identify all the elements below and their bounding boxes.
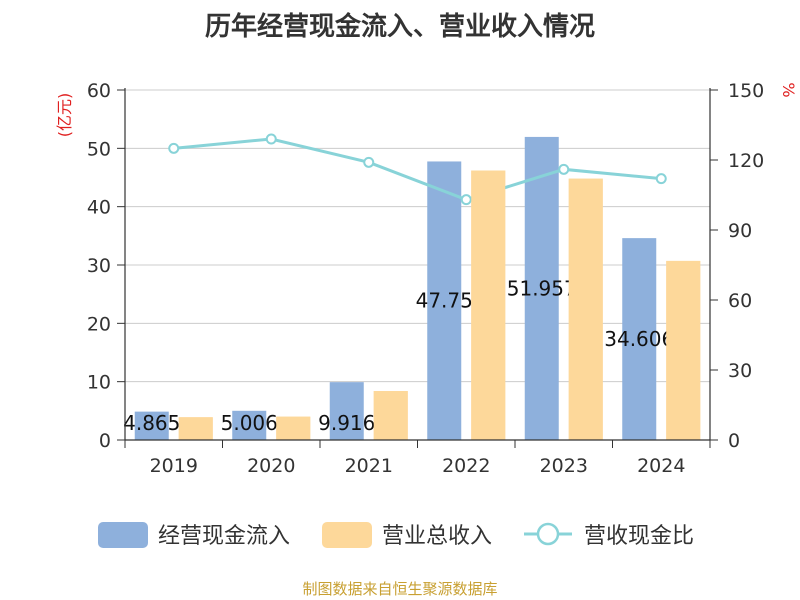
left-tick-label: 50 — [87, 138, 111, 160]
bar-total-revenue-overlay — [666, 260, 701, 440]
data-label-cash-inflow: 4.865 — [123, 411, 180, 435]
left-tick-label: 10 — [87, 372, 111, 394]
bar-cash-inflow — [232, 410, 267, 440]
axes: 0 10 20 30 40 50 60 0 30 60 90 120 150 (亿元)% 2019 2020 2… — [55, 80, 798, 477]
bar-total-revenue-overlay — [568, 178, 603, 440]
left-tick-label: 0 — [99, 430, 111, 452]
bar-cash-inflow — [622, 238, 657, 440]
data-label-cash-inflow: 47.75 — [416, 289, 473, 313]
ratio-line-path — [173, 137, 662, 202]
data-label-cash-inflow: 34.606 — [604, 327, 674, 351]
bar-cash-inflow — [427, 161, 462, 441]
x-tick-label: 2020 — [247, 455, 295, 477]
legend-item: 经营现金流入 — [98, 522, 290, 549]
ratio-line — [168, 133, 667, 206]
legend-marker — [536, 522, 560, 546]
legend-swatch — [322, 522, 372, 548]
bar-cash-inflow — [329, 382, 364, 440]
grid-lines — [125, 89, 710, 383]
right-tick-label: 30 — [728, 360, 752, 382]
left-tick-label: 30 — [87, 255, 111, 277]
right-tick-label: 60 — [728, 290, 752, 312]
x-tick-label: 2021 — [345, 455, 393, 477]
left-tick-label: 40 — [87, 197, 111, 219]
x-tick-label: 2022 — [442, 455, 490, 477]
bar-total-revenue-overlay — [471, 170, 506, 440]
right-tick-label: 90 — [728, 220, 752, 242]
legend-item: 营收现金比 — [524, 522, 694, 549]
bar-total-revenue-overlay — [276, 416, 311, 440]
legend-swatch — [98, 522, 148, 548]
data-label-cash-inflow: 9.916 — [318, 411, 375, 435]
ratio-point — [363, 156, 375, 168]
legend-label: 经营现金流入 — [158, 524, 290, 549]
left-tick-label: 60 — [87, 80, 111, 102]
x-tick-label: 2023 — [540, 455, 588, 477]
ratio-point — [265, 133, 277, 145]
legend-item: 营业总收入 — [322, 522, 492, 549]
legend: 经营现金流入 营业总收入 营收现金比 — [98, 522, 694, 549]
legend-label: 营业总收入 — [382, 524, 492, 549]
data-labels: 4.865 5.006 9.916 47.75 51.957 34.606 — [123, 170, 701, 440]
x-tick-label: 2024 — [637, 455, 685, 477]
x-tick-label: 2019 — [150, 455, 198, 477]
data-label-cash-inflow: 5.006 — [221, 411, 278, 435]
source-note: 制图数据来自恒生聚源数据库 — [302, 580, 498, 598]
left-tick-label: 20 — [87, 313, 111, 335]
ratio-point — [655, 173, 667, 185]
legend-label: 营收现金比 — [584, 524, 694, 549]
ratio-point — [460, 194, 472, 206]
right-tick-label: 150 — [728, 80, 764, 102]
chart-title: 历年经营现金流入、营业收入情况 — [204, 12, 595, 42]
bar-cash-inflow — [134, 411, 169, 440]
right-axis-unit: % — [779, 82, 798, 97]
ratio-point — [558, 163, 570, 175]
right-tick-label: 120 — [728, 150, 764, 172]
bar-total-revenue-overlay — [373, 391, 408, 440]
data-label-cash-inflow: 51.957 — [507, 276, 577, 300]
bar-total-revenue-overlay — [178, 417, 213, 440]
right-tick-label: 0 — [728, 430, 740, 452]
ratio-point — [168, 142, 180, 154]
left-axis-unit: (亿元) — [55, 93, 74, 138]
bar-cash-inflow — [524, 136, 559, 441]
